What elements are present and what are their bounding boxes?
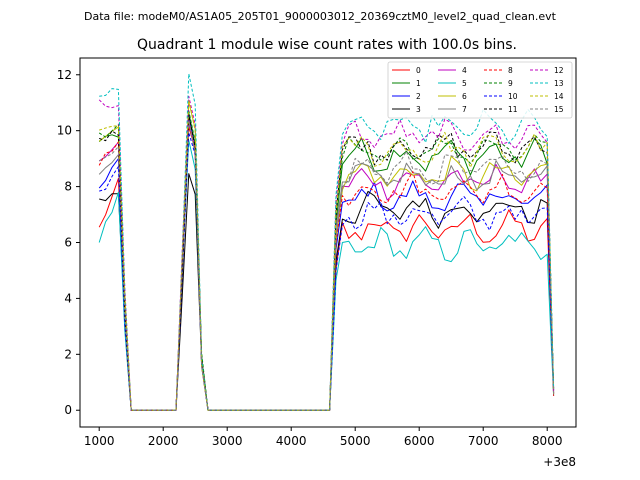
series-line-15: [98, 119, 555, 411]
legend-label-0: 0: [416, 66, 421, 75]
series-line-4: [98, 122, 555, 411]
series-line-14: [99, 99, 555, 411]
y-tick-label: 4: [64, 291, 72, 305]
x-offset-label: +3e8: [543, 455, 576, 469]
data-file-label: Data file: modeM0/AS1A05_205T01_90000030…: [84, 10, 557, 23]
y-tick-label: 10: [57, 124, 72, 138]
series-line-1: [98, 112, 555, 411]
legend-label-4: 4: [462, 66, 467, 75]
series-line-12: [98, 95, 555, 411]
series-line-10: [99, 132, 555, 411]
legend-label-1: 1: [416, 79, 421, 88]
y-tick-label: 6: [64, 236, 72, 250]
legend-label-5: 5: [462, 79, 467, 88]
y-tick-label: 0: [64, 403, 72, 417]
legend-label-15: 15: [554, 105, 564, 114]
series-line-6: [98, 101, 555, 411]
x-tick-label: 4000: [276, 434, 307, 448]
legend-label-14: 14: [554, 92, 564, 101]
x-tick-label: 1000: [84, 434, 115, 448]
y-tick-label: 2: [64, 347, 72, 361]
series-line-9: [98, 110, 555, 411]
legend-label-10: 10: [508, 92, 518, 101]
legend-label-7: 7: [462, 105, 467, 114]
legend-label-13: 13: [554, 79, 564, 88]
x-tick-label: 8000: [532, 434, 563, 448]
x-tick-label: 3000: [212, 434, 243, 448]
legend-label-3: 3: [416, 105, 421, 114]
series-line-2: [98, 116, 555, 411]
series-line-3: [99, 173, 555, 411]
x-tick-label: 6000: [404, 434, 435, 448]
x-axis: 1000 2000 3000 4000 5000 6000 7000 8000: [84, 427, 563, 448]
legend-label-11: 11: [508, 105, 518, 114]
series-line-11: [99, 114, 555, 411]
x-tick-label: 5000: [340, 434, 371, 448]
series-line-7: [98, 120, 555, 411]
x-tick-label: 7000: [468, 434, 499, 448]
series-lines: [98, 73, 555, 411]
x-tick-label: 2000: [148, 434, 179, 448]
legend-label-12: 12: [554, 66, 564, 75]
legend-label-8: 8: [508, 66, 513, 75]
y-tick-label: 8: [64, 180, 72, 194]
series-line-0: [98, 126, 555, 411]
y-tick-label: 12: [57, 68, 72, 82]
legend-label-9: 9: [508, 79, 513, 88]
legend-label-6: 6: [462, 92, 467, 101]
legend-box: [387, 61, 573, 119]
series-line-5: [98, 139, 555, 411]
y-axis: 0 2 4 6 8 10 12: [57, 68, 80, 417]
legend-label-2: 2: [416, 92, 421, 101]
chart-title: Quadrant 1 module wise count rates with …: [137, 37, 517, 53]
